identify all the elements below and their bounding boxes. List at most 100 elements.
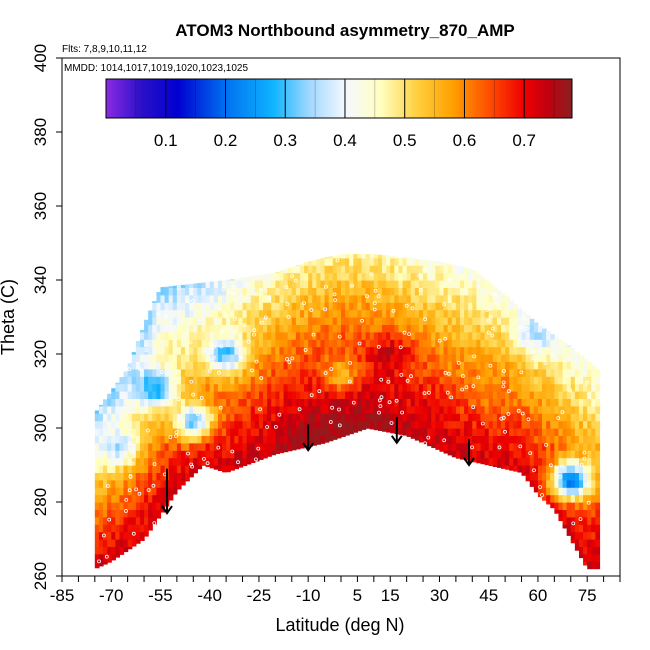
heatmap-cell <box>94 413 100 422</box>
heatmap-cell <box>332 255 338 259</box>
heatmap-cell <box>242 287 248 296</box>
heatmap-cell <box>373 383 379 392</box>
heatmap-cell <box>127 457 133 466</box>
heatmap-cell <box>279 428 285 436</box>
heatmap-cell <box>115 442 121 451</box>
heatmap-cell <box>217 457 223 466</box>
heatmap-cell <box>468 294 473 303</box>
heatmap-cell <box>180 398 186 407</box>
x-tick-label: 30 <box>430 586 449 605</box>
heatmap-cell <box>472 391 477 399</box>
heatmap-cell <box>304 420 309 429</box>
heatmap-cell <box>103 546 108 555</box>
heatmap-cell <box>521 324 527 333</box>
heatmap-cell <box>205 339 211 348</box>
heatmap-cell <box>144 383 149 392</box>
heatmap-cell <box>226 376 231 385</box>
heatmap-cell <box>209 450 215 459</box>
sample-point <box>405 378 410 383</box>
heatmap-cell <box>570 398 576 407</box>
heatmap-cell <box>332 391 338 399</box>
heatmap-cell <box>156 509 162 518</box>
heatmap-cell <box>230 368 235 377</box>
heatmap-cell <box>283 361 289 370</box>
heatmap-cell <box>542 457 547 466</box>
heatmap-cell <box>435 302 441 311</box>
heatmap-cell <box>238 457 244 466</box>
heatmap-cell <box>451 346 457 355</box>
heatmap-cell <box>517 309 523 318</box>
heatmap-cell <box>180 420 186 429</box>
heatmap-cell <box>386 413 391 422</box>
heatmap-cell <box>295 265 301 274</box>
heatmap-cell <box>542 413 547 422</box>
heatmap-cell <box>455 435 461 444</box>
heatmap-cell <box>542 376 547 385</box>
heatmap-cell <box>193 287 198 296</box>
heatmap-cell <box>180 457 186 466</box>
heatmap-cell <box>312 265 317 274</box>
heatmap-cell <box>591 524 596 533</box>
heatmap-cell <box>189 354 194 362</box>
sample-point <box>252 328 257 333</box>
sample-point <box>186 299 191 304</box>
heatmap-cell <box>382 405 387 414</box>
heatmap-cell <box>254 376 260 385</box>
heatmap-cell <box>148 398 153 407</box>
heatmap-cell <box>410 331 416 340</box>
heatmap-cell <box>295 368 301 377</box>
sample-point <box>376 344 381 349</box>
heatmap-cell <box>570 413 576 422</box>
heatmap-cell <box>115 553 121 558</box>
heatmap-cell <box>447 361 453 370</box>
heatmap-cell <box>431 391 436 399</box>
heatmap-cell <box>595 457 601 466</box>
heatmap-cell <box>135 361 141 370</box>
heatmap-cell <box>222 391 227 399</box>
heatmap-cell <box>160 487 166 496</box>
heatmap-cell <box>570 509 576 518</box>
y-tick-label: 340 <box>31 266 50 294</box>
heatmap-cell <box>513 361 519 370</box>
heatmap-cell <box>139 502 145 510</box>
heatmap-cell <box>263 442 268 451</box>
heatmap-cell <box>312 346 317 355</box>
heatmap-cell <box>570 348 576 355</box>
heatmap-cell <box>435 376 441 385</box>
heatmap-cell <box>369 413 375 422</box>
heatmap-cell <box>312 260 317 266</box>
heatmap-cell <box>267 287 272 296</box>
heatmap-cell <box>148 310 153 318</box>
heatmap-cell <box>275 294 281 303</box>
heatmap-cell <box>373 324 379 333</box>
heatmap-cell <box>324 346 330 355</box>
heatmap-cell <box>332 302 338 311</box>
heatmap-cell <box>267 324 272 333</box>
heatmap-cell <box>459 420 465 429</box>
heatmap-cell <box>546 391 551 399</box>
heatmap-cell <box>197 442 203 451</box>
heatmap-cell <box>148 317 153 325</box>
sample-point <box>311 332 316 337</box>
heatmap-cell <box>496 405 502 414</box>
heatmap-cell <box>349 331 354 340</box>
heatmap-cell <box>127 413 133 422</box>
heatmap-cell <box>197 331 203 340</box>
heatmap-cell <box>546 479 551 488</box>
sample-point <box>104 554 109 559</box>
heatmap-cell <box>570 376 576 385</box>
heatmap-cell <box>304 262 309 266</box>
heatmap-cell <box>287 376 293 385</box>
heatmap-cell <box>349 405 354 414</box>
heatmap-cell <box>562 342 568 348</box>
heatmap-cell <box>595 398 601 407</box>
heatmap-cell <box>443 280 449 288</box>
heatmap-cell <box>566 472 572 481</box>
heatmap-cell <box>324 272 330 281</box>
heatmap-cell <box>308 442 313 447</box>
heatmap-cell <box>115 516 121 525</box>
sample-point <box>470 445 475 450</box>
heatmap-cell <box>287 405 293 414</box>
heatmap-cell <box>168 428 174 436</box>
heatmap-cell <box>459 457 465 460</box>
